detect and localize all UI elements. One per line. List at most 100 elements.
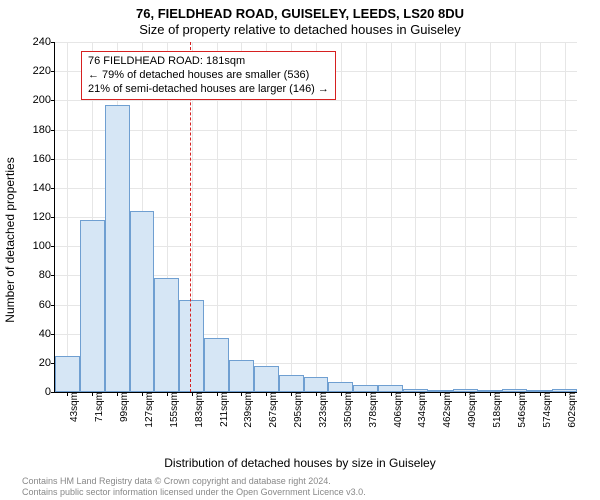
ytick-mark bbox=[51, 159, 55, 160]
xtick-mark bbox=[391, 392, 392, 396]
ytick-label: 100 bbox=[33, 240, 51, 252]
xtick-label: 239sqm bbox=[243, 392, 254, 428]
xtick-label: 183sqm bbox=[194, 392, 205, 428]
ytick-label: 20 bbox=[39, 357, 51, 369]
xtick-label: 406sqm bbox=[393, 392, 404, 428]
ytick-label: 220 bbox=[33, 65, 51, 77]
gridline-v bbox=[391, 42, 392, 392]
ytick-label: 140 bbox=[33, 182, 51, 194]
xtick-label: 155sqm bbox=[169, 392, 180, 428]
annotation-line-1: 76 FIELDHEAD ROAD: 181sqm bbox=[88, 55, 329, 69]
gridline-v bbox=[540, 42, 541, 392]
ytick-label: 80 bbox=[39, 269, 51, 281]
chart-title-line2: Size of property relative to detached ho… bbox=[0, 22, 600, 37]
xtick-mark bbox=[515, 392, 516, 396]
histogram-bar bbox=[428, 390, 453, 392]
xtick-mark bbox=[291, 392, 292, 396]
xtick-mark bbox=[167, 392, 168, 396]
ytick-label: 160 bbox=[33, 153, 51, 165]
histogram-bar bbox=[279, 375, 304, 393]
footnote: Contains HM Land Registry data © Crown c… bbox=[0, 476, 600, 498]
histogram-bar bbox=[179, 300, 204, 392]
xtick-label: 295sqm bbox=[293, 392, 304, 428]
histogram-bar bbox=[403, 389, 428, 392]
xtick-label: 211sqm bbox=[219, 392, 230, 427]
ytick-mark bbox=[51, 217, 55, 218]
xtick-label: 434sqm bbox=[417, 392, 428, 428]
histogram-bar bbox=[80, 220, 105, 392]
histogram-bar bbox=[552, 389, 577, 392]
histogram-bar bbox=[204, 338, 229, 392]
ytick-label: 0 bbox=[45, 386, 51, 398]
ytick-mark bbox=[51, 305, 55, 306]
annotation-line-2: ← 79% of detached houses are smaller (53… bbox=[88, 69, 329, 83]
histogram-bar bbox=[527, 390, 552, 392]
xtick-label: 574sqm bbox=[542, 392, 553, 428]
xtick-label: 323sqm bbox=[318, 392, 329, 428]
xtick-mark bbox=[142, 392, 143, 396]
histogram-bar bbox=[378, 385, 403, 392]
histogram-bar bbox=[453, 389, 478, 392]
footnote-line-2: Contains public sector information licen… bbox=[22, 487, 600, 498]
chart-title-line1: 76, FIELDHEAD ROAD, GUISELEY, LEEDS, LS2… bbox=[0, 6, 600, 21]
xtick-label: 462sqm bbox=[442, 392, 453, 428]
xtick-mark bbox=[366, 392, 367, 396]
xtick-mark bbox=[341, 392, 342, 396]
xtick-label: 127sqm bbox=[144, 392, 155, 428]
xtick-mark bbox=[490, 392, 491, 396]
ytick-mark bbox=[51, 246, 55, 247]
chart-container: 76, FIELDHEAD ROAD, GUISELEY, LEEDS, LS2… bbox=[0, 0, 600, 500]
ytick-mark bbox=[51, 130, 55, 131]
gridline-v bbox=[440, 42, 441, 392]
gridline-v bbox=[415, 42, 416, 392]
histogram-bar bbox=[154, 278, 179, 392]
gridline-v bbox=[67, 42, 68, 392]
xtick-label: 267sqm bbox=[268, 392, 279, 428]
ytick-label: 120 bbox=[33, 211, 51, 223]
ytick-label: 180 bbox=[33, 124, 51, 136]
gridline-v bbox=[465, 42, 466, 392]
xtick-label: 518sqm bbox=[492, 392, 503, 428]
xtick-mark bbox=[117, 392, 118, 396]
histogram-bar bbox=[304, 377, 329, 392]
histogram-bar bbox=[55, 356, 80, 392]
ytick-mark bbox=[51, 334, 55, 335]
histogram-bar bbox=[130, 211, 155, 392]
y-axis-label: Number of detached properties bbox=[3, 157, 17, 322]
ytick-mark bbox=[51, 71, 55, 72]
xtick-mark bbox=[465, 392, 466, 396]
xtick-mark bbox=[192, 392, 193, 396]
xtick-label: 546sqm bbox=[517, 392, 528, 428]
gridline-v bbox=[515, 42, 516, 392]
xtick-label: 378sqm bbox=[368, 392, 379, 428]
histogram-bar bbox=[478, 390, 503, 392]
histogram-bar bbox=[105, 105, 130, 392]
xtick-label: 602sqm bbox=[567, 392, 578, 428]
ytick-label: 240 bbox=[33, 36, 51, 48]
histogram-bar bbox=[353, 385, 378, 392]
xtick-label: 43sqm bbox=[69, 392, 80, 422]
xtick-label: 350sqm bbox=[343, 392, 354, 428]
plot-area: 02040608010012014016018020022024043sqm71… bbox=[54, 42, 577, 393]
xtick-mark bbox=[316, 392, 317, 396]
ytick-mark bbox=[51, 100, 55, 101]
gridline-v bbox=[565, 42, 566, 392]
histogram-bar bbox=[229, 360, 254, 392]
histogram-bar bbox=[328, 382, 353, 392]
ytick-label: 200 bbox=[33, 94, 51, 106]
histogram-bar bbox=[502, 389, 527, 392]
xtick-label: 99sqm bbox=[119, 392, 130, 422]
xtick-mark bbox=[540, 392, 541, 396]
gridline-v bbox=[341, 42, 342, 392]
annotation-line-3: 21% of semi-detached houses are larger (… bbox=[88, 83, 329, 97]
ytick-mark bbox=[51, 392, 55, 393]
ytick-label: 40 bbox=[39, 328, 51, 340]
ytick-label: 60 bbox=[39, 299, 51, 311]
ytick-mark bbox=[51, 188, 55, 189]
gridline-v bbox=[366, 42, 367, 392]
annotation-box: 76 FIELDHEAD ROAD: 181sqm ← 79% of detac… bbox=[81, 51, 336, 100]
footnote-line-1: Contains HM Land Registry data © Crown c… bbox=[22, 476, 600, 487]
ytick-mark bbox=[51, 275, 55, 276]
xtick-label: 71sqm bbox=[94, 392, 105, 422]
histogram-bar bbox=[254, 366, 279, 392]
